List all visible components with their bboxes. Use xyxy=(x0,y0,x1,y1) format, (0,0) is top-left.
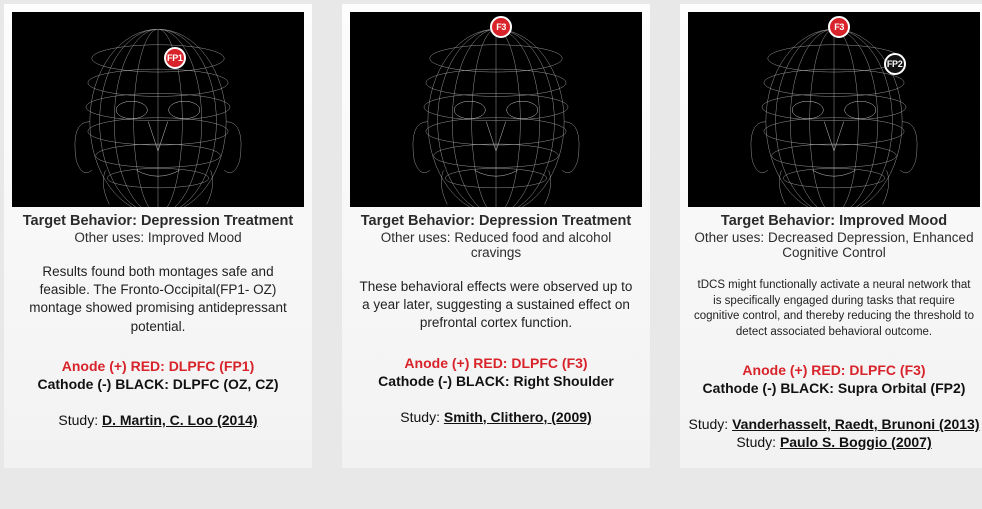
study-line: Study: D. Martin, C. Loo (2014) xyxy=(12,412,304,428)
study-line: Study: Paulo S. Boggio (2007) xyxy=(688,434,980,450)
study-line: Study: Vanderhasselt, Raedt, Brunoni (20… xyxy=(688,416,980,432)
electrode-marker-secondary: FP2 xyxy=(884,53,906,75)
other-uses-value: Improved Mood xyxy=(148,230,242,245)
target-behavior: Target Behavior: Depression Treatment xyxy=(12,213,304,229)
other-uses-label: Other uses: xyxy=(74,230,144,245)
study-prefix: Study: xyxy=(400,409,440,425)
description: tDCS might functionally activate a neura… xyxy=(688,278,980,340)
other-uses: Other uses: Reduced food and alcohol cra… xyxy=(350,230,642,260)
target-value: Improved Mood xyxy=(839,213,947,229)
anode-line: Anode (+) RED: DLPFC (F3) xyxy=(688,362,980,378)
study-link[interactable]: Vanderhasselt, Raedt, Brunoni (2013) xyxy=(732,416,979,432)
target-label: Target Behavior: xyxy=(721,213,835,229)
target-behavior: Target Behavior: Improved Mood xyxy=(688,213,980,229)
cathode-line: Cathode (-) BLACK: Right Shoulder xyxy=(350,373,642,389)
electrode-marker: FP1 xyxy=(164,47,186,69)
description: Results found both montages safe and fea… xyxy=(12,263,304,336)
other-uses-label: Other uses: xyxy=(381,230,451,245)
anode-line: Anode (+) RED: DLPFC (FP1) xyxy=(12,358,304,374)
head-image: FP1 xyxy=(12,12,304,207)
study-prefix: Study: xyxy=(736,434,776,450)
cathode-line: Cathode (-) BLACK: Supra Orbital (FP2) xyxy=(688,380,980,396)
electrode-marker: F3 xyxy=(828,16,850,38)
electrode-marker: F3 xyxy=(490,16,512,38)
anode-line: Anode (+) RED: DLPFC (F3) xyxy=(350,355,642,371)
wireframe-head-svg xyxy=(688,12,980,207)
study-prefix: Study: xyxy=(58,412,98,428)
target-value: Depression Treatment xyxy=(141,213,293,229)
target-label: Target Behavior: xyxy=(361,213,475,229)
card-grid: FP1 Target Behavior: Depression Treatmen… xyxy=(4,4,978,468)
placement-card: FP1 Target Behavior: Depression Treatmen… xyxy=(4,4,312,468)
other-uses-value: Decreased Depression, Enhanced Cognitive… xyxy=(768,230,974,260)
study-link[interactable]: Smith, Clithero, (2009) xyxy=(444,409,592,425)
other-uses-label: Other uses: xyxy=(694,230,764,245)
placement-card: F3 FP2 Target Behavior: Improved Mood Ot… xyxy=(680,4,982,468)
study-line: Study: Smith, Clithero, (2009) xyxy=(350,409,642,425)
study-link[interactable]: Paulo S. Boggio (2007) xyxy=(780,434,932,450)
other-uses: Other uses: Improved Mood xyxy=(12,230,304,245)
target-behavior: Target Behavior: Depression Treatment xyxy=(350,213,642,229)
cathode-line: Cathode (-) BLACK: DLPFC (OZ, CZ) xyxy=(12,376,304,392)
other-uses: Other uses: Decreased Depression, Enhanc… xyxy=(688,230,980,260)
head-image: F3 FP2 xyxy=(688,12,980,207)
target-label: Target Behavior: xyxy=(23,213,137,229)
wireframe-head-svg xyxy=(12,12,304,207)
wireframe-head-svg xyxy=(350,12,642,207)
study-link[interactable]: D. Martin, C. Loo (2014) xyxy=(102,412,258,428)
head-image: F3 xyxy=(350,12,642,207)
description: These behavioral effects were observed u… xyxy=(350,278,642,333)
placement-card: F3 Target Behavior: Depression Treatment… xyxy=(342,4,650,468)
other-uses-value: Reduced food and alcohol cravings xyxy=(454,230,611,260)
target-value: Depression Treatment xyxy=(479,213,631,229)
study-prefix: Study: xyxy=(689,416,729,432)
